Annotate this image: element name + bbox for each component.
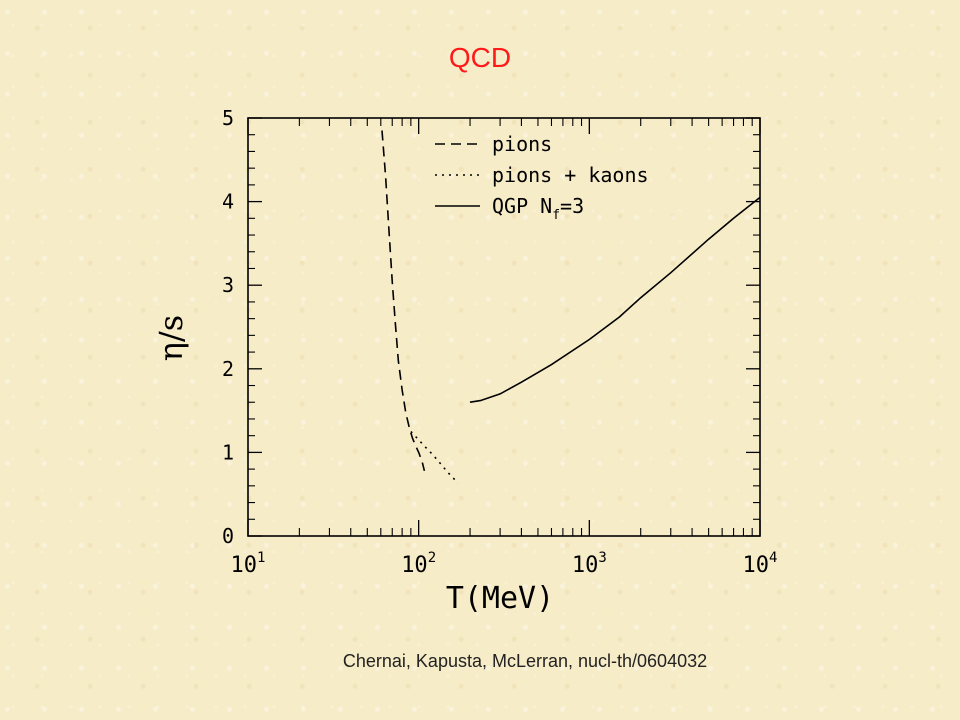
x-tick-label: 102 [401,550,436,578]
series-line-qgp-n [469,196,761,403]
legend-label: pions + kaons [492,163,649,187]
series-line-pions-kaons [410,430,459,484]
y-tick-label: 2 [222,357,234,381]
series-line-pions [381,130,426,471]
y-tick-label: 0 [222,524,234,548]
eta-over-s-chart: 0 1 2 3 4 5 101 102 103 104 pions pions + kaons QGP… [152,106,778,616]
y-tick-label: 3 [222,273,234,297]
slide-title: QCD [448,42,512,73]
legend-label: pions [492,132,552,156]
citation: Chernai, Kapusta, McLerran, nucl-th/0604… [342,651,708,671]
y-tick-label: 5 [222,106,234,130]
y-tick-label: 4 [222,190,234,214]
x-tick-label: 103 [572,550,607,578]
y-axis-label: η/s [152,315,190,361]
y-tick-label: 1 [222,440,234,464]
x-axis-label: T(MeV) [446,581,554,616]
legend-label: QGP Nf=3 [492,194,584,223]
x-tick-label: 104 [743,550,778,578]
plot-frame [247,117,761,537]
x-tick-label: 101 [231,550,266,578]
